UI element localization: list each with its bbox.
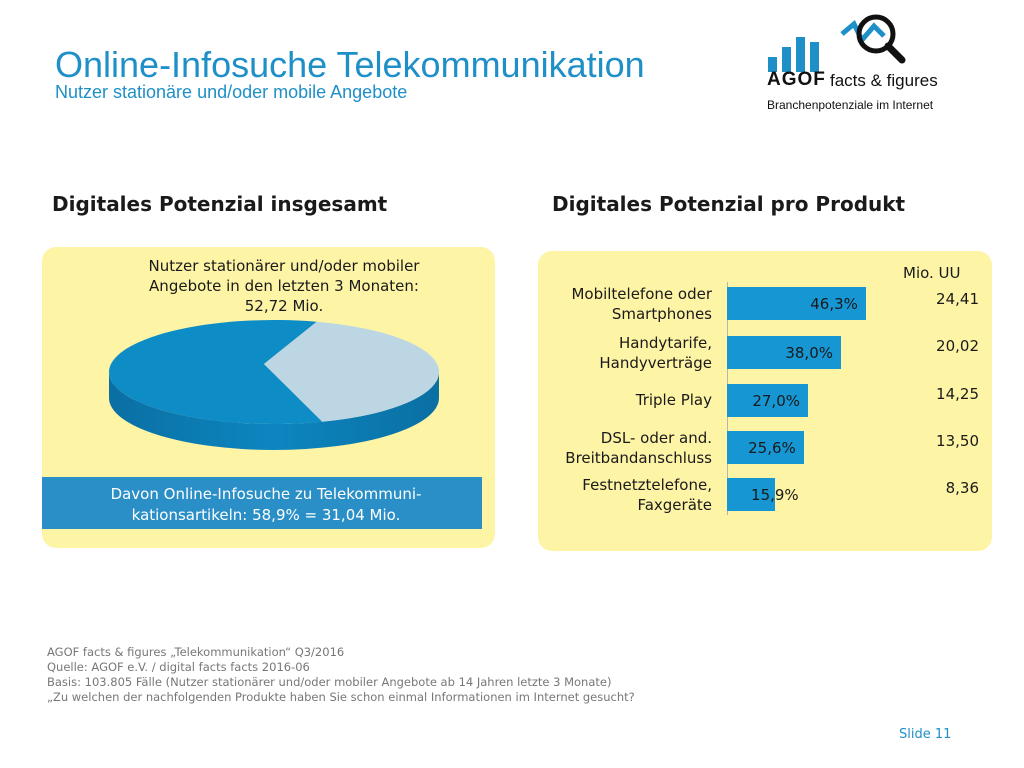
pie-note: Nutzer stationärer und/oder mobiler Ange… bbox=[104, 256, 464, 316]
pie-note-line3: 52,72 Mio. bbox=[244, 297, 324, 315]
bar bbox=[727, 384, 808, 417]
pie-highlight-box bbox=[42, 477, 482, 529]
right-heading: Digitales Potenzial pro Produkt bbox=[552, 192, 906, 216]
bar-absolute-label: 13,50 bbox=[936, 432, 979, 450]
agof-logo-icon bbox=[768, 14, 906, 72]
bar-absolute-label: 8,36 bbox=[945, 479, 979, 497]
bar bbox=[727, 287, 866, 320]
pie-highlight-line1: Davon Online-Infosuche zu Telekommuni- bbox=[110, 485, 422, 503]
footer-line1: AGOF facts & figures „Telekommunikation“… bbox=[47, 645, 345, 659]
left-heading: Digitales Potenzial insgesamt bbox=[52, 192, 388, 216]
pie-highlight-line2: kationsartikeln: 58,9% = 31,04 Mio. bbox=[131, 506, 401, 524]
pie-note-line2: Angebote in den letzten 3 Monaten: bbox=[149, 277, 419, 295]
bar-category-label: Handytarife, Handyverträge bbox=[599, 334, 712, 372]
bar bbox=[727, 431, 804, 464]
bar-category-label: Festnetztelefone, Faxgeräte bbox=[582, 476, 712, 514]
bar-value-label: 27,0% bbox=[752, 392, 800, 410]
bar-absolute-label: 14,25 bbox=[936, 385, 979, 403]
bar-value-label: 46,3% bbox=[810, 295, 858, 313]
bar-absolute-label: 24,41 bbox=[936, 290, 979, 308]
pie-chart bbox=[109, 320, 440, 450]
bar bbox=[727, 478, 775, 511]
logo-tagline: Branchenpotenziale im Internet bbox=[767, 98, 934, 112]
logo-name: facts & figures bbox=[830, 71, 938, 90]
unit-label: Mio. UU bbox=[903, 264, 961, 282]
bar-value-label: 25,6% bbox=[748, 439, 796, 457]
page-subtitle: Nutzer stationäre und/oder mobile Angebo… bbox=[55, 82, 408, 102]
pie-highlight-text: Davon Online-Infosuche zu Telekommuni- k… bbox=[56, 484, 476, 526]
footer-line3: Basis: 103.805 Fälle (Nutzer stationärer… bbox=[47, 675, 612, 689]
bar-category-label: Triple Play bbox=[635, 391, 712, 409]
pie-slice-2 bbox=[264, 321, 440, 422]
bar-category-label: DSL- oder and. Breitbandanschluss bbox=[565, 429, 712, 467]
pie-note-line1: Nutzer stationärer und/oder mobiler bbox=[148, 257, 420, 275]
page-title: Online-Infosuche Telekommunikation bbox=[55, 44, 645, 85]
bar bbox=[727, 336, 841, 369]
logo-brand: AGOF bbox=[767, 69, 826, 90]
slide-number: Slide 11 bbox=[899, 727, 952, 742]
footer-line4: „Zu welchen der nachfolgenden Produkte h… bbox=[47, 690, 635, 704]
bar-value-label: 15,9% bbox=[751, 486, 799, 504]
bar-category-label: Mobiltelefone oder Smartphones bbox=[571, 285, 712, 323]
pie-side bbox=[109, 372, 439, 450]
footer: AGOF facts & figures „Telekommunikation“… bbox=[47, 645, 635, 705]
bar-value-label: 38,0% bbox=[785, 344, 833, 362]
bar-absolute-label: 20,02 bbox=[936, 337, 979, 355]
footer-line2: Quelle: AGOF e.V. / digital facts facts … bbox=[47, 660, 310, 674]
pie-slice-1 bbox=[109, 320, 323, 424]
